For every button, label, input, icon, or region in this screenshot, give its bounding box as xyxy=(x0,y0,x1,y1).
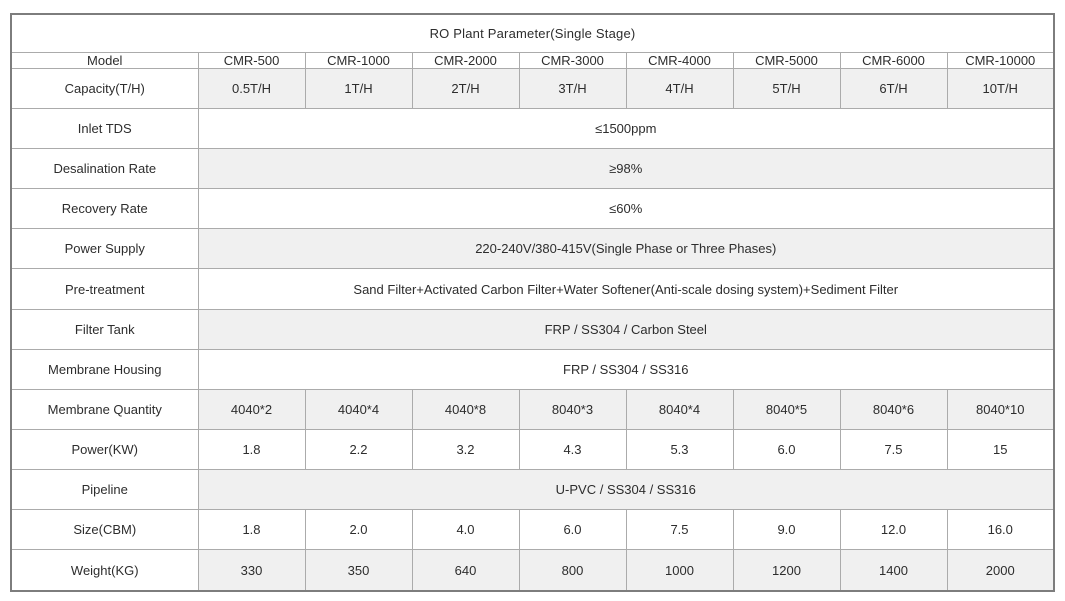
table-row: Power(KW) 1.8 2.2 3.2 4.3 5.3 6.0 7.5 15 xyxy=(10,428,1055,470)
table-row: Filter Tank FRP / SS304 / Carbon Steel xyxy=(10,308,1055,350)
value-cell: 350 xyxy=(304,549,413,592)
model-header-cell: CMR-2000 xyxy=(411,52,520,69)
table-row: Pipeline U-PVC / SS304 / SS316 xyxy=(10,468,1055,511)
value-cell: 5.3 xyxy=(625,428,734,470)
value-cell: 4040*2 xyxy=(197,388,306,430)
value-cell: 2.0 xyxy=(304,509,413,551)
value-cell: 8040*3 xyxy=(518,388,627,430)
value-cell: 3.2 xyxy=(411,428,520,470)
value-cell: 8040*6 xyxy=(839,388,948,430)
row-label: Filter Tank xyxy=(10,308,199,350)
value-cell: 2000 xyxy=(946,549,1055,592)
span-value-cell: ≥98% xyxy=(197,148,1055,190)
value-cell: 1400 xyxy=(839,549,948,592)
table-row: Size(CBM) 1.8 2.0 4.0 6.0 7.5 9.0 12.0 16.0 xyxy=(10,509,1055,551)
row-label: Pipeline xyxy=(10,468,199,511)
value-cell: 10T/H xyxy=(946,67,1055,110)
span-value-cell: 220-240V/380-415V(Single Phase or Three … xyxy=(197,228,1055,270)
value-cell: 7.5 xyxy=(839,428,948,470)
model-header-cell: CMR-1000 xyxy=(304,52,413,69)
row-label: Power Supply xyxy=(10,228,199,270)
row-label: Inlet TDS xyxy=(10,108,199,150)
value-cell: 9.0 xyxy=(732,509,841,551)
value-cell: 6.0 xyxy=(732,428,841,470)
model-header-row: Model CMR-500 CMR-1000 CMR-2000 CMR-3000… xyxy=(10,52,1055,69)
model-header-cell: CMR-4000 xyxy=(625,52,734,69)
row-label: Capacity(T/H) xyxy=(10,67,199,110)
value-cell: 8040*10 xyxy=(946,388,1055,430)
table-row: Capacity(T/H) 0.5T/H 1T/H 2T/H 3T/H 4T/H 5T/H 6… xyxy=(10,67,1055,110)
row-label: Power(KW) xyxy=(10,428,199,470)
ro-plant-parameter-table: RO Plant Parameter(Single Stage) Model C… xyxy=(10,13,1055,592)
value-cell: 2T/H xyxy=(411,67,520,110)
value-cell: 4040*4 xyxy=(304,388,413,430)
table-row: Inlet TDS ≤1500ppm xyxy=(10,108,1055,150)
value-cell: 8040*4 xyxy=(625,388,734,430)
model-header-cell: CMR-500 xyxy=(197,52,306,69)
table-row: Membrane Quantity 4040*2 4040*4 4040*8 8040*… xyxy=(10,388,1055,430)
model-header-cell: CMR-3000 xyxy=(518,52,627,69)
table-row: Membrane Housing FRP / SS304 / SS316 xyxy=(10,348,1055,390)
value-cell: 6.0 xyxy=(518,509,627,551)
value-cell: 1.8 xyxy=(197,509,306,551)
value-cell: 2.2 xyxy=(304,428,413,470)
table-row: Desalination Rate ≥98% xyxy=(10,148,1055,190)
value-cell: 7.5 xyxy=(625,509,734,551)
value-cell: 8040*5 xyxy=(732,388,841,430)
span-value-cell: ≤1500ppm xyxy=(197,108,1055,150)
value-cell: 1.8 xyxy=(197,428,306,470)
model-header-cell: CMR-5000 xyxy=(732,52,841,69)
span-value-cell: ≤60% xyxy=(197,188,1055,230)
value-cell: 800 xyxy=(518,549,627,592)
value-cell: 1T/H xyxy=(304,67,413,110)
value-cell: 0.5T/H xyxy=(197,67,306,110)
value-cell: 5T/H xyxy=(732,67,841,110)
row-label: Membrane Quantity xyxy=(10,388,199,430)
value-cell: 6T/H xyxy=(839,67,948,110)
value-cell: 330 xyxy=(197,549,306,592)
row-label: Size(CBM) xyxy=(10,509,199,551)
row-label: Weight(KG) xyxy=(10,549,199,592)
table-row: Pre-treatment Sand Filter+Activated Carbo… xyxy=(10,268,1055,310)
row-label: Recovery Rate xyxy=(10,188,199,230)
value-cell: 1200 xyxy=(732,549,841,592)
value-cell: 12.0 xyxy=(839,509,948,551)
row-label: Pre-treatment xyxy=(10,268,199,310)
span-value-cell: FRP / SS304 / SS316 xyxy=(197,348,1055,390)
value-cell: 4.0 xyxy=(411,509,520,551)
model-header-cell: CMR-10000 xyxy=(946,52,1055,69)
table-body: Capacity(T/H) 0.5T/H 1T/H 2T/H 3T/H 4T/H 5T/H 6… xyxy=(10,67,1055,592)
value-cell: 640 xyxy=(411,549,520,592)
value-cell: 1000 xyxy=(625,549,734,592)
value-cell: 16.0 xyxy=(946,509,1055,551)
row-label: Desalination Rate xyxy=(10,148,199,190)
table-row: Power Supply 220-240V/380-415V(Single Pha… xyxy=(10,228,1055,270)
row-label-model: Model xyxy=(10,52,199,69)
span-value-cell: Sand Filter+Activated Carbon Filter+Wate… xyxy=(197,268,1055,310)
table-row: Recovery Rate ≤60% xyxy=(10,188,1055,230)
value-cell: 3T/H xyxy=(518,67,627,110)
span-value-cell: U-PVC / SS304 / SS316 xyxy=(197,468,1055,511)
row-label: Membrane Housing xyxy=(10,348,199,390)
page-title: RO Plant Parameter(Single Stage) xyxy=(10,13,1055,53)
value-cell: 15 xyxy=(946,428,1055,470)
value-cell: 4.3 xyxy=(518,428,627,470)
value-cell: 4040*8 xyxy=(411,388,520,430)
span-value-cell: FRP / SS304 / Carbon Steel xyxy=(197,308,1055,350)
model-header-cell: CMR-6000 xyxy=(839,52,948,69)
table-row: Weight(KG) 330 350 640 800 1000 1200 1400 2000 xyxy=(10,549,1055,592)
title-row: RO Plant Parameter(Single Stage) xyxy=(10,13,1055,53)
value-cell: 4T/H xyxy=(625,67,734,110)
